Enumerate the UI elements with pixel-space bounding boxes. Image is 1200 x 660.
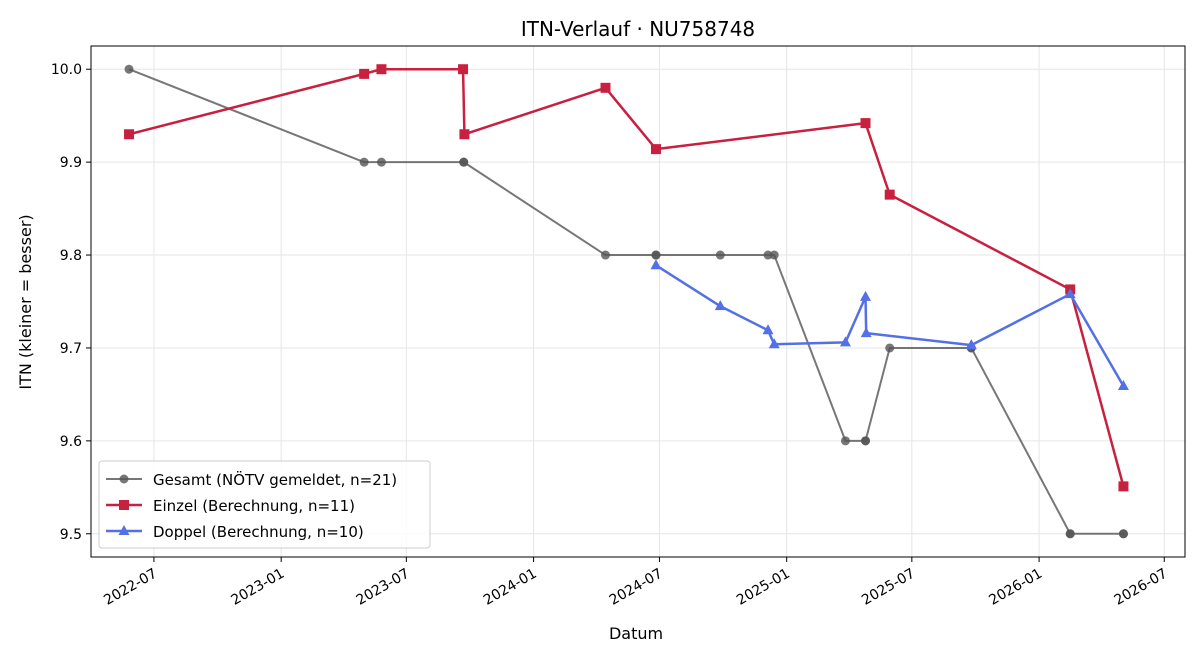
- series-line-doppel: [655, 264, 1125, 387]
- x-axis-label: Datum: [609, 624, 663, 643]
- legend-entry-gesamt: Gesamt (NÖTV gemeldet, n=21): [106, 470, 397, 489]
- y-axis: 9.5 9.6 9.7 9.8 9.9 10.0: [51, 62, 91, 543]
- data-point-gesamt: [376, 157, 386, 167]
- data-point-gesamt: [769, 250, 779, 260]
- data-point-gesamt: [1118, 529, 1128, 539]
- data-point-doppel: [860, 327, 872, 338]
- data-point-doppel: [1064, 288, 1076, 299]
- data-point-einzel: [860, 118, 871, 129]
- legend-entry-doppel: Doppel (Berechnung, n=10): [106, 523, 364, 541]
- data-point-einzel: [376, 64, 387, 75]
- data-point-gesamt: [840, 436, 850, 446]
- data-point-einzel: [600, 82, 611, 93]
- legend-label-einzel: Einzel (Berechnung, n=11): [153, 497, 355, 515]
- y-tick-label: 9.7: [60, 341, 82, 357]
- data-point-doppel: [1117, 380, 1129, 391]
- chart-title: ITN-Verlauf · NU758748: [521, 17, 755, 41]
- legend-entry-einzel: Einzel (Berechnung, n=11): [106, 497, 355, 515]
- data-point-einzel: [1118, 481, 1129, 492]
- legend: Gesamt (NÖTV gemeldet, n=21) Einzel (Ber…: [98, 460, 431, 549]
- data-point-doppel: [965, 339, 977, 350]
- legend-label-gesamt: Gesamt (NÖTV gemeldet, n=21): [153, 470, 397, 489]
- legend-label-doppel: Doppel (Berechnung, n=10): [153, 523, 364, 541]
- data-point-doppel: [650, 259, 662, 270]
- legend-box: [98, 460, 431, 549]
- y-tick-label: 9.6: [60, 434, 82, 450]
- data-point-einzel: [459, 129, 470, 140]
- data-point-einzel: [124, 129, 135, 140]
- y-axis-label: ITN (kleiner = besser): [16, 214, 35, 389]
- data-point-gesamt: [600, 250, 610, 260]
- data-point-gesamt: [715, 250, 725, 260]
- data-point-einzel: [458, 64, 469, 75]
- data-point-gesamt: [861, 436, 871, 446]
- plot-frame: [90, 45, 1186, 558]
- series-einzel: [124, 64, 1129, 492]
- data-point-gesamt: [124, 64, 134, 74]
- data-point-gesamt: [763, 250, 773, 260]
- data-point-doppel: [768, 338, 780, 349]
- y-tick-label: 9.8: [60, 248, 82, 264]
- data-point-doppel: [839, 336, 851, 347]
- data-point-einzel: [884, 189, 895, 200]
- data-point-gesamt: [459, 157, 469, 167]
- data-point-doppel: [714, 300, 726, 311]
- data-point-gesamt: [885, 343, 895, 353]
- y-tick-label: 9.5: [60, 527, 82, 543]
- data-point-doppel: [860, 290, 872, 301]
- data-point-doppel: [762, 324, 774, 335]
- data-point-gesamt: [359, 157, 369, 167]
- series-doppel: [650, 259, 1129, 391]
- data-point-gesamt: [651, 250, 661, 260]
- y-tick-label: 9.9: [60, 155, 82, 171]
- y-tick-label: 10.0: [51, 62, 82, 78]
- data-point-einzel: [650, 144, 661, 155]
- series-layer: [124, 64, 1129, 539]
- series-gesamt: [124, 64, 1128, 539]
- data-point-gesamt: [1065, 529, 1075, 539]
- data-point-einzel: [359, 68, 370, 79]
